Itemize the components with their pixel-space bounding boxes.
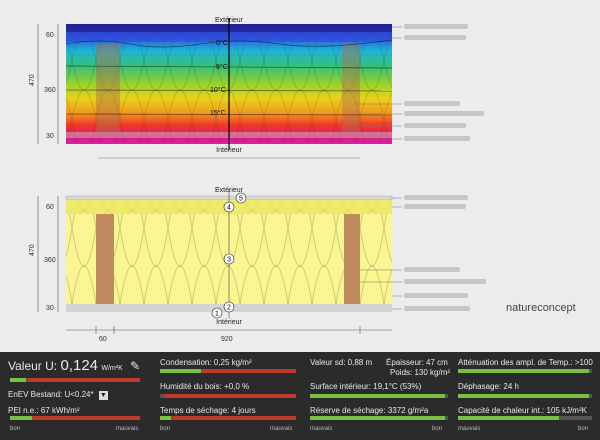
bottom-exterior-label: Extérieur [215, 187, 244, 194]
sd-label: Valeur sd: 0,88 m [310, 358, 373, 367]
svg-text:4: 4 [227, 205, 231, 212]
svg-text:1: 1 [215, 311, 219, 318]
condensation-bar [160, 369, 296, 373]
svg-text:3: 3 [227, 257, 231, 264]
layer-markers: 5 4 3 2 1 [211, 192, 247, 319]
top-dim-30: 30 [46, 133, 54, 140]
bottom-stud-right [344, 214, 360, 304]
diagram-svg: Extérieur Intérieur 0°C 5°C 10°C 15°C 60… [29, 17, 576, 343]
bottom-dim-360: 360 [44, 257, 56, 264]
top-dim-470: 470 [29, 74, 36, 86]
top-interior-label: Intérieur [216, 147, 242, 154]
attenuation-bar [458, 369, 592, 373]
top-exterior-label: Extérieur [215, 17, 244, 24]
reserve-bar [310, 416, 448, 420]
pei-label: PEI n.e.: 67 kWh/m² [8, 406, 80, 415]
bottom-dim-60-h: 60 [99, 336, 107, 343]
pei-bar [10, 416, 140, 420]
humidite-label: Humidité du bois: +0,0 % [160, 382, 250, 391]
bottom-stud-left [96, 214, 114, 304]
brand-logo: natureconcept [506, 302, 576, 314]
dephasage-label: Déphasage: 24 h [458, 382, 519, 391]
capacite-label: Capacité de chaleur int.: 105 kJ/m²K [458, 406, 587, 415]
dropdown-icon[interactable]: ▼ [98, 391, 108, 400]
svg-text:2: 2 [227, 305, 231, 312]
iso-15: 15°C [210, 109, 226, 117]
surface-bar [310, 394, 448, 398]
bottom-dim-30: 30 [46, 305, 54, 312]
iso-0: 0°C [216, 39, 228, 47]
construction-diagram: Extérieur Intérieur 0°C 5°C 10°C 15°C 60… [29, 17, 576, 343]
top-dim-360: 360 [44, 87, 56, 94]
iso-10: 10°C [210, 86, 226, 94]
top-layer-annotations [355, 24, 484, 141]
condensation-label: Condensation: 0,25 kg/m² [160, 358, 252, 367]
u-value-bar [10, 378, 140, 382]
stud-left [96, 44, 120, 132]
bottom-dim-920: 920 [221, 336, 233, 343]
epaisseur-label: Épaisseur: 47 cm [386, 358, 448, 367]
reserve-label: Réserve de séchage: 3372 g/m²a [310, 406, 429, 415]
iso-5: 5°C [216, 63, 228, 71]
bottom-layer-annotations [360, 195, 486, 311]
svg-text:5: 5 [239, 196, 243, 203]
bottom-interior-label: Intérieur [216, 319, 242, 326]
u-value-line: Valeur U: 0,124 W/m²K ✎ [8, 357, 141, 374]
u-value: 0,124 [60, 357, 99, 374]
top-dim-60: 60 [46, 32, 54, 39]
poids-label: Poids: 130 kg/m² [390, 368, 451, 377]
humidite-bar [160, 394, 296, 398]
dephasage-bar [458, 394, 592, 398]
enev-line: EnEV Bestand: U<0.24* ▼ [8, 390, 108, 400]
sechage-label: Temps de séchage: 4 jours [160, 406, 256, 415]
capacite-bar [458, 416, 592, 420]
bottom-dim-470: 470 [29, 244, 36, 256]
attenuation-label: Atténuation des ampl. de Temp.: >100 [458, 358, 593, 367]
bottom-dim-60: 60 [46, 204, 54, 211]
surface-label: Surface intérieur: 19,1°C (53%) [310, 382, 422, 391]
wrench-icon[interactable]: ✎ [130, 359, 141, 373]
stud-right [342, 44, 360, 132]
sechage-bar [160, 416, 296, 420]
results-panel: Valeur U: 0,124 W/m²K ✎ EnEV Bestand: U<… [0, 352, 600, 440]
